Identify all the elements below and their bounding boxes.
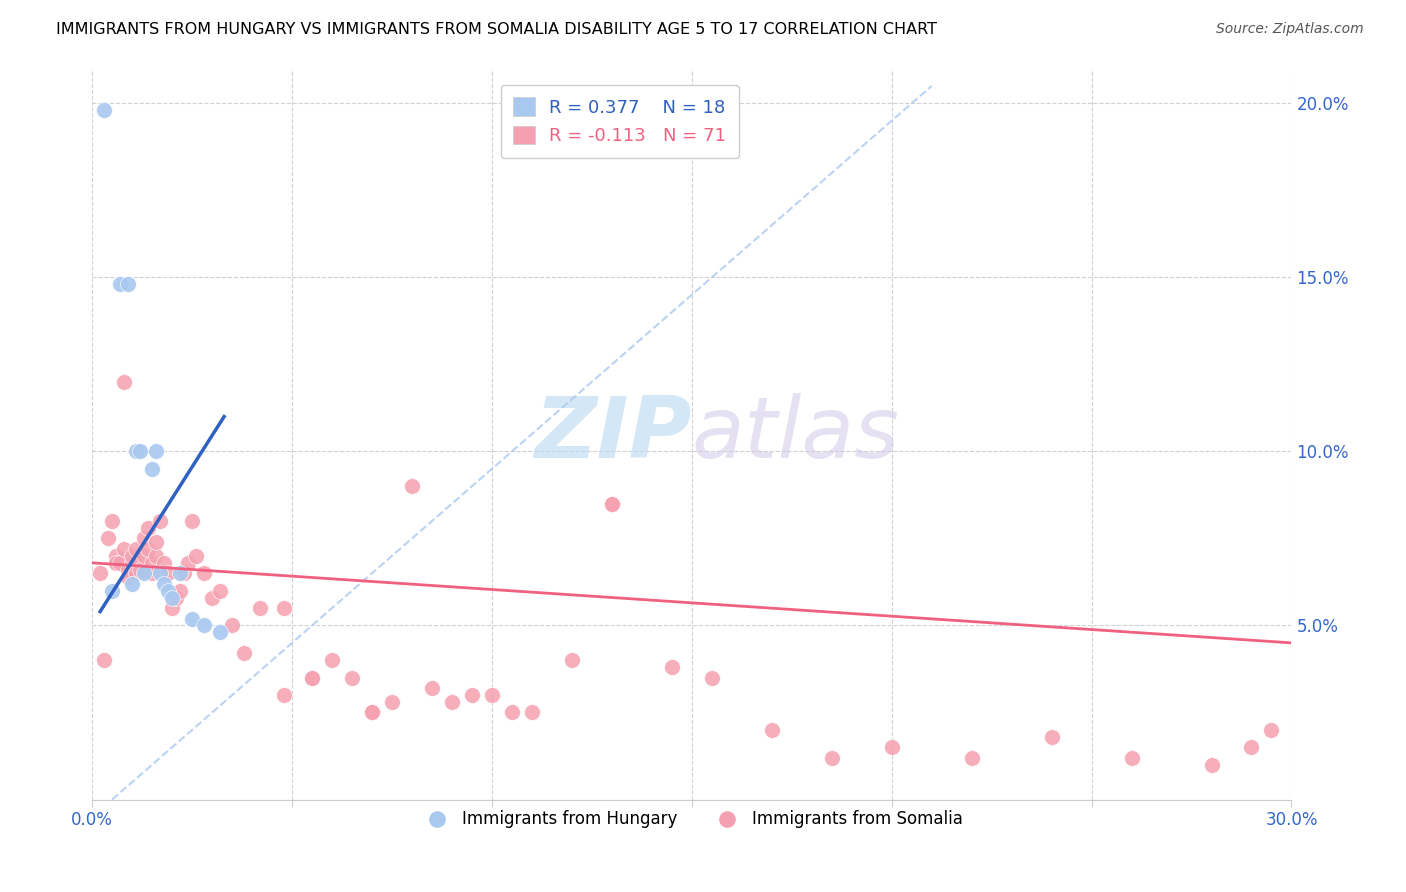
Point (661, 660, 683, 674)
Point (125, 541, 148, 556)
Point (121, 556, 143, 570)
Point (301, 671, 323, 685)
Point (129, 444, 152, 458)
Point (134, 532, 156, 546)
Point (561, 653, 583, 667)
Legend: Immigrants from Hungary, Immigrants from Somalia: Immigrants from Hungary, Immigrants from… (413, 804, 970, 835)
Point (1040, 730, 1063, 744)
Point (153, 576, 176, 591)
Point (184, 549, 207, 563)
Point (129, 556, 152, 570)
Point (141, 556, 163, 570)
Point (221, 618, 243, 632)
Point (181, 514, 204, 528)
Point (233, 646, 256, 660)
Point (401, 479, 423, 493)
Point (880, 740, 903, 755)
Point (201, 591, 224, 605)
Point (93, 103, 115, 118)
Point (136, 521, 159, 535)
Point (209, 625, 232, 640)
Point (821, 750, 844, 764)
Point (600, 497, 623, 511)
Point (321, 653, 343, 667)
Text: ZIP: ZIP (534, 392, 692, 475)
Point (381, 695, 404, 709)
Point (125, 444, 148, 458)
Point (105, 556, 128, 570)
Point (440, 695, 463, 709)
Point (117, 563, 139, 577)
Point (301, 671, 323, 685)
Point (89, 566, 111, 581)
Point (1240, 740, 1263, 755)
Point (1260, 723, 1282, 737)
Point (145, 549, 167, 563)
Point (1201, 757, 1223, 772)
Point (481, 688, 503, 702)
Point (169, 583, 191, 598)
Point (105, 549, 128, 563)
Point (112, 375, 135, 389)
Point (121, 549, 143, 563)
Point (1121, 750, 1143, 764)
Point (145, 444, 167, 458)
Point (273, 601, 295, 615)
Point (761, 723, 783, 737)
Point (121, 576, 143, 591)
Point (117, 277, 139, 292)
Point (101, 514, 124, 528)
Point (340, 671, 363, 685)
Point (273, 688, 295, 702)
Point (160, 601, 183, 615)
Point (169, 566, 191, 581)
Point (153, 556, 176, 570)
Point (134, 566, 156, 581)
Point (141, 462, 163, 476)
Point (125, 566, 148, 581)
Text: Source: ZipAtlas.com: Source: ZipAtlas.com (1216, 22, 1364, 37)
Point (960, 750, 983, 764)
Point (209, 583, 232, 598)
Point (108, 277, 131, 292)
Point (160, 591, 183, 605)
Point (181, 611, 204, 625)
Point (101, 583, 124, 598)
Point (157, 566, 180, 581)
Point (97, 532, 120, 546)
Point (177, 556, 200, 570)
Point (361, 706, 384, 720)
Point (461, 688, 484, 702)
Point (157, 583, 180, 598)
Point (149, 566, 172, 581)
Point (145, 535, 167, 549)
Point (134, 549, 156, 563)
Point (420, 681, 443, 695)
Point (129, 563, 152, 577)
Point (117, 570, 139, 584)
Point (361, 706, 384, 720)
Point (700, 671, 723, 685)
Text: IMMIGRANTS FROM HUNGARY VS IMMIGRANTS FROM SOMALIA DISABILITY AGE 5 TO 17 CORREL: IMMIGRANTS FROM HUNGARY VS IMMIGRANTS FR… (56, 22, 938, 37)
Point (600, 497, 623, 511)
Point (173, 566, 195, 581)
Point (193, 566, 215, 581)
Point (520, 706, 543, 720)
Point (112, 541, 135, 556)
Point (136, 541, 159, 556)
Point (141, 566, 163, 581)
Point (249, 601, 271, 615)
Point (193, 618, 215, 632)
Point (149, 514, 172, 528)
Point (108, 556, 131, 570)
Point (93, 653, 115, 667)
Text: atlas: atlas (692, 392, 900, 475)
Point (501, 706, 523, 720)
Point (165, 591, 187, 605)
